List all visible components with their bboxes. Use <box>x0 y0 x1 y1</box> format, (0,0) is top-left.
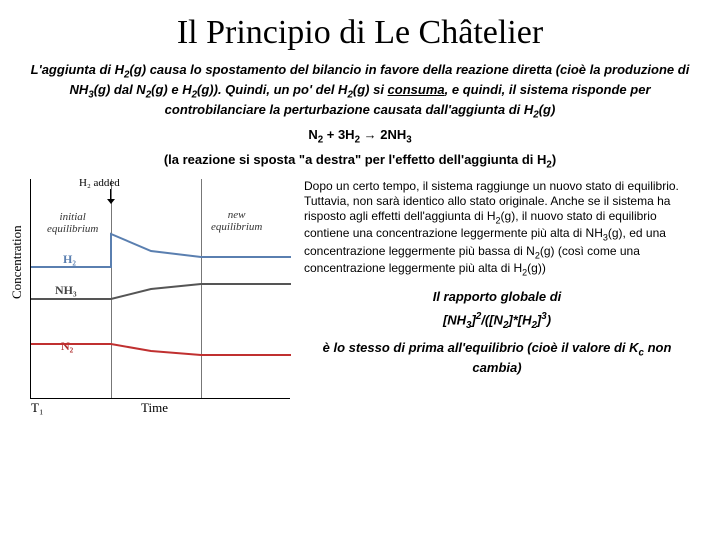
slide-title: Il Principio di Le Châtelier <box>30 14 690 52</box>
ratio-intro: Il rapporto globale di <box>304 289 690 305</box>
explanation-paragraph: Dopo un certo tempo, il sistema raggiung… <box>304 179 690 280</box>
intro-text: L'aggiunta di H2(g) causa lo spostamento… <box>30 62 690 121</box>
ratio-expression: [NH3]2/([N2]*[H2]3) <box>304 311 690 332</box>
closing-statement: è lo stesso di prima all'equilibrio (cio… <box>304 340 690 376</box>
chart-y-axis-label: Concentration <box>9 225 25 299</box>
chart-container: H₂ added initialequilibrium newequilibri… <box>30 179 290 399</box>
chart-curves <box>31 179 291 399</box>
concentration-time-chart: H₂ added initialequilibrium newequilibri… <box>30 179 290 399</box>
reaction-equation: N2 + 3H2 → 2NH3 <box>30 127 690 146</box>
right-text-column: Dopo un certo tempo, il sistema raggiung… <box>304 179 690 399</box>
chart-x-axis-label: Time <box>141 400 168 416</box>
chart-x-tick-t1: T₁ <box>31 400 43 416</box>
subnote: (la reazione si sposta "a destra" per l'… <box>30 152 690 171</box>
